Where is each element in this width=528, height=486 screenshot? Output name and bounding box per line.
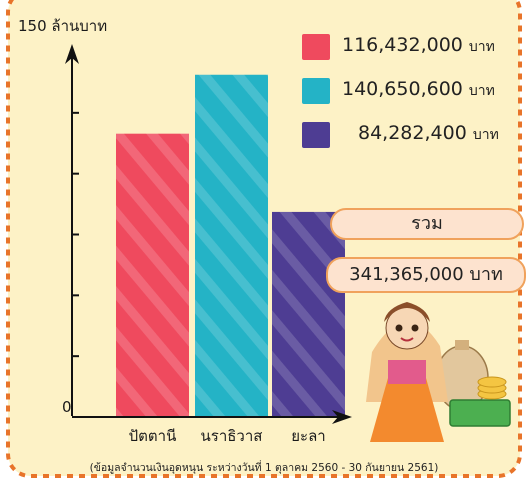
x-axis-arrow bbox=[332, 410, 352, 424]
legend-unit-yala: บาท bbox=[472, 127, 499, 143]
bar-1 bbox=[195, 74, 268, 417]
bar-0 bbox=[116, 133, 189, 417]
legend-value-yala: 84,282,400 bbox=[358, 122, 467, 144]
x-tick-label-2: ยะลา bbox=[291, 427, 325, 445]
y-axis-zero-label: 0 bbox=[62, 398, 72, 416]
footnote: (ข้อมูลจำนวนเงินอุดหนุน ระหว่างวันที่ 1 … bbox=[89, 462, 439, 474]
bar-2 bbox=[272, 211, 345, 417]
legend-item-narathiwat: 140,650,600 บาท bbox=[342, 78, 495, 102]
legend-swatch-narathiwat bbox=[302, 78, 330, 104]
x-tick-label-1: นราธิวาส bbox=[201, 427, 263, 445]
legend-swatch-yala bbox=[302, 122, 330, 148]
legend-unit-pattani: บาท bbox=[468, 39, 495, 55]
legend-unit-narathiwat: บาท bbox=[468, 83, 495, 99]
legend-item-yala: 84,282,400 บาท bbox=[358, 122, 499, 146]
total-label-pill: รวม bbox=[330, 208, 524, 240]
legend-value-pattani: 116,432,000 bbox=[342, 34, 463, 56]
girl-illustration bbox=[366, 302, 511, 442]
legend-value-narathiwat: 140,650,600 bbox=[342, 78, 463, 100]
total-value-pill: 341,365,000 บาท bbox=[326, 257, 526, 293]
x-tick-label-0: ปัตตานี bbox=[129, 427, 177, 445]
legend-swatch-pattani bbox=[302, 34, 330, 60]
y-axis-top-label: 150 ล้านบาท bbox=[18, 17, 108, 35]
legend-item-pattani: 116,432,000 บาท bbox=[342, 34, 495, 58]
y-axis-arrow bbox=[65, 44, 79, 64]
